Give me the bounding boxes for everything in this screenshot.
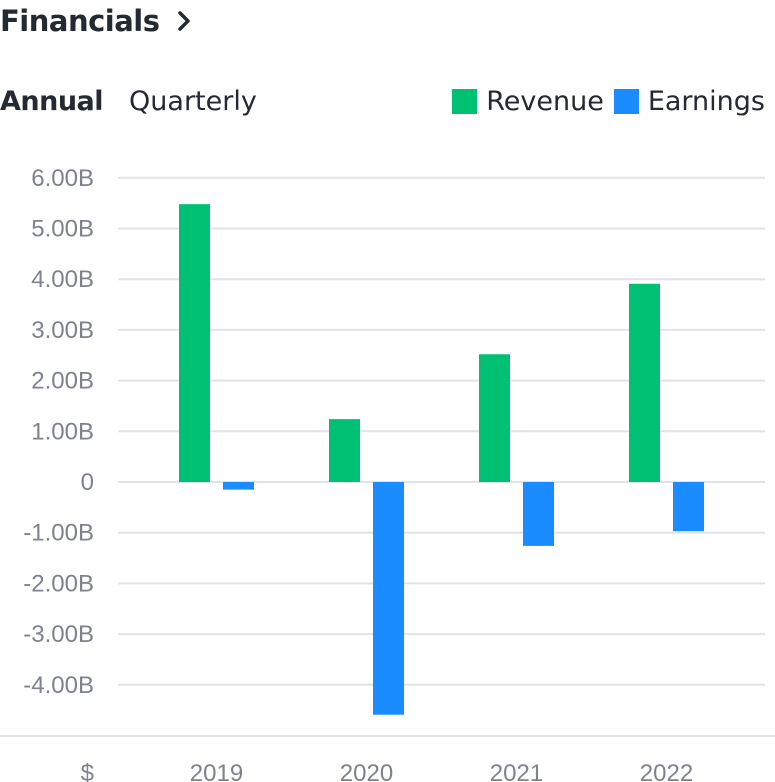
y-tick-label: 1.00B	[31, 418, 94, 445]
legend-item-revenue: Revenue	[452, 86, 604, 117]
page-title[interactable]: Financials	[0, 4, 160, 38]
x-tick-label: 2019	[190, 760, 243, 782]
financials-bar-chart: 6.00B 5.00B 4.00B 3.00B 2.00B 1.00B 0 -1.00B -2.…	[0, 165, 775, 782]
financials-header[interactable]: Financials	[0, 0, 198, 42]
bar-revenue-2021	[479, 354, 510, 482]
y-tick-label: 6.00B	[31, 165, 94, 192]
earnings-swatch	[613, 88, 639, 114]
legend-label-revenue: Revenue	[486, 85, 604, 117]
y-tick-label: 2.00B	[31, 368, 94, 395]
y-tick-label: -1.00B	[23, 520, 94, 547]
y-tick-label: 5.00B	[31, 216, 94, 243]
bar-revenue-2020	[329, 419, 360, 482]
x-tick-label: 2021	[490, 760, 543, 782]
x-tick-label: 2020	[340, 760, 393, 782]
bar-earnings-2022	[673, 482, 704, 532]
bar-revenue-2019	[179, 204, 210, 482]
y-tick-label: 3.00B	[31, 317, 94, 344]
y-tick-label: -2.00B	[23, 570, 94, 597]
bar-revenue-2022	[629, 283, 660, 482]
chart-legend: Revenue Earnings	[452, 80, 765, 122]
bar-earnings-2020	[373, 482, 404, 715]
y-tick-label: 0	[81, 469, 94, 496]
x-tick-label: 2022	[640, 760, 693, 782]
tab-annual[interactable]: Annual	[0, 85, 104, 117]
y-tick-label: 4.00B	[31, 266, 94, 293]
legend-item-earnings: Earnings	[613, 85, 765, 117]
period-tabs: Annual Quarterly	[0, 80, 257, 122]
revenue-swatch	[452, 88, 478, 114]
tab-quarterly[interactable]: Quarterly	[129, 85, 257, 117]
chevron-right-icon[interactable]	[176, 10, 198, 32]
currency-label: $	[81, 760, 94, 782]
y-tick-label: -3.00B	[23, 621, 94, 648]
y-tick-label: -4.00B	[23, 672, 94, 699]
legend-label-earnings: Earnings	[647, 85, 765, 117]
bar-earnings-2021	[523, 482, 554, 546]
bar-earnings-2019	[223, 482, 254, 490]
